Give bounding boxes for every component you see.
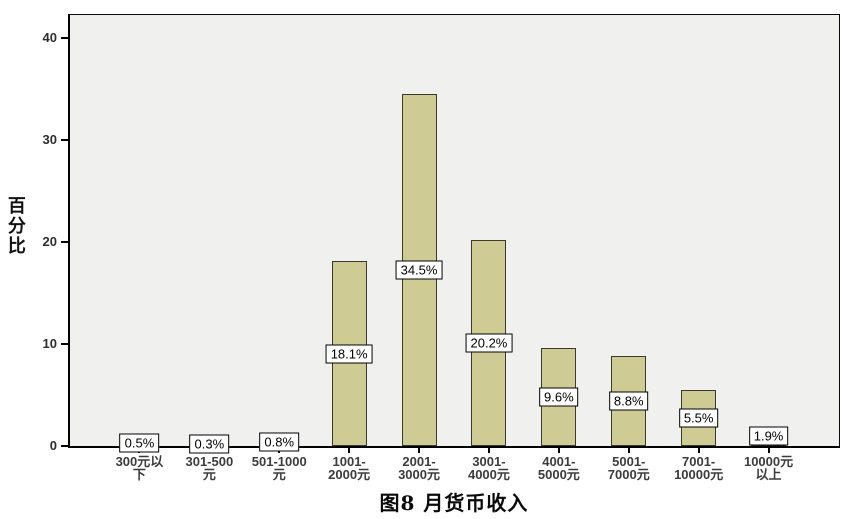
bar-value-label: 5.5% <box>678 408 719 428</box>
x-axis-tick <box>627 448 630 453</box>
y-axis-tick-label: 10 <box>42 335 57 351</box>
y-axis-tick <box>61 240 68 243</box>
x-axis-tick-label: 10000元 以上 <box>743 454 794 482</box>
bar-value-label: 1.9% <box>748 426 789 446</box>
y-axis-tick <box>61 36 68 39</box>
bar-value-label: 9.6% <box>539 387 579 407</box>
x-axis-tick <box>557 448 560 453</box>
x-axis-tick <box>767 448 770 453</box>
x-axis-tick <box>697 448 700 453</box>
x-axis-tick-label: 301-500 元 <box>185 454 234 482</box>
x-axis-tick-label: 501-1000 元 <box>251 454 307 482</box>
bar-value-label: 34.5% <box>395 260 443 280</box>
y-axis-tick-label: 20 <box>42 233 57 249</box>
y-axis-tick <box>61 138 68 141</box>
y-axis-tick <box>61 342 68 345</box>
bar-value-label: 0.5% <box>119 433 160 453</box>
x-axis-tick <box>487 448 490 453</box>
bar-value-label: 18.1% <box>325 344 373 364</box>
chart-title: 图8 月货币收入 <box>379 491 529 515</box>
y-axis-tick-label: 30 <box>42 131 57 147</box>
x-axis-tick-label: 7001- 10000元 <box>674 454 724 482</box>
y-axis-title: 百分比 <box>7 196 26 257</box>
y-axis-tick-label: 0 <box>49 438 57 453</box>
bar-value-label: 0.8% <box>259 432 300 452</box>
x-axis-tick <box>418 448 421 453</box>
bar-value-label: 0.3% <box>189 434 230 454</box>
x-axis-tick-label: 2001- 3000元 <box>398 454 440 482</box>
y-axis-tick-label: 40 <box>42 29 57 45</box>
x-axis-tick-label: 4001- 5000元 <box>537 454 580 482</box>
x-axis-tick-label: 300元以 下 <box>115 454 164 482</box>
x-axis-tick <box>348 448 351 453</box>
x-axis-tick-label: 1001- 2000元 <box>328 454 371 482</box>
bar-value-label: 8.8% <box>608 391 649 411</box>
x-axis-tick-label: 5001- 7000元 <box>607 454 650 482</box>
bar-value-label: 20.2% <box>465 333 513 353</box>
y-axis-tick <box>61 445 68 447</box>
plot-area <box>68 14 840 448</box>
x-axis-tick-label: 3001- 4000元 <box>467 454 510 482</box>
